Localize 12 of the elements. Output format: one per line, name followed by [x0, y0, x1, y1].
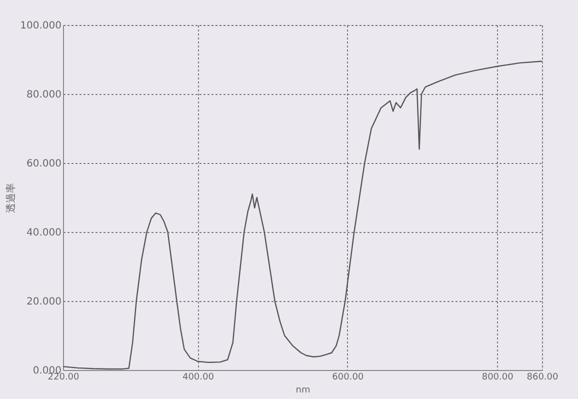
x-tick-label: 220.00	[48, 372, 80, 382]
x-tick-label: 800.00	[482, 372, 514, 382]
y-tick-label: 40.000	[26, 228, 62, 238]
y-axis-title: 透過率	[5, 183, 18, 213]
y-tick-label: 20.000	[26, 296, 62, 308]
y-tick-label: 100.000	[20, 20, 62, 32]
y-tick-label: 80.000	[26, 90, 62, 100]
x-axis-title: nm	[296, 386, 310, 396]
y-tick-label: 60.000	[26, 158, 62, 170]
x-tick-label: 400.00	[182, 372, 214, 382]
x-tick-label: 600.00	[332, 372, 364, 382]
x-tick-label: 860.00	[526, 372, 559, 382]
